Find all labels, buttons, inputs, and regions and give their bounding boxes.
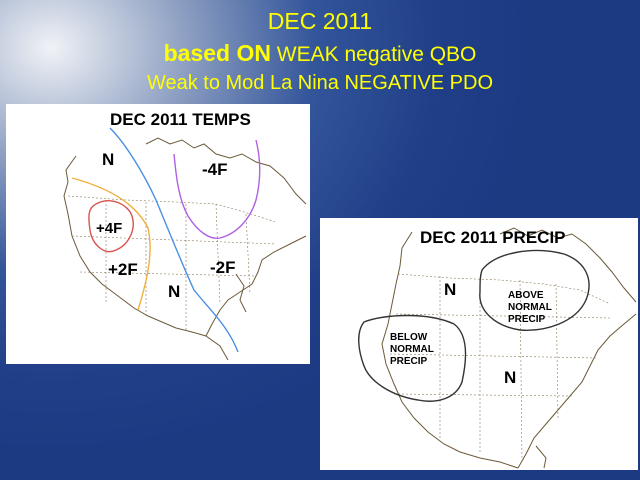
- qbo-text: WEAK negative QBO: [270, 43, 477, 66]
- above-line3: PRECIP: [508, 314, 546, 325]
- slide-title: DEC 2011: [267, 8, 373, 34]
- precip-north-normal-label: N: [444, 280, 457, 299]
- slide-subtitle-enso-pdo: Weak to Mod La Nina NEGATIVE PDO: [146, 72, 494, 94]
- temps-cold-southeast-label: -2F: [210, 258, 236, 277]
- precip-above-normal-outline: [479, 249, 590, 331]
- based-on-text: based ON: [163, 40, 271, 66]
- temps-map-svg: [63, 127, 307, 361]
- temps-map-coastline: [63, 137, 307, 361]
- temps-map-panel: DEC 2011 TEMPS N -4F +4F +2F -2F N: [6, 104, 310, 364]
- temps-warm-outer-line: [71, 177, 151, 311]
- precip-south-normal-label: N: [504, 368, 517, 387]
- below-line2: NORMAL: [390, 344, 434, 355]
- temps-north-normal-label: N: [102, 150, 115, 169]
- temps-cold-north-label: -4F: [202, 160, 228, 179]
- temps-normal-line: [109, 127, 239, 353]
- temps-map-title: DEC 2011 TEMPS: [110, 110, 251, 129]
- below-line1: BELOW: [390, 332, 428, 343]
- above-line1: ABOVE: [508, 290, 544, 301]
- precip-below-normal-outline: [358, 314, 467, 402]
- temps-map-borders: [67, 195, 277, 330]
- temps-south-normal-label: N: [168, 282, 181, 301]
- precip-below-normal-label: BELOW NORMAL PRECIP: [390, 332, 434, 368]
- temps-warm-outer-label: +2F: [108, 260, 138, 279]
- above-line2: NORMAL: [508, 302, 552, 313]
- precip-map-coastline: [381, 227, 637, 469]
- precip-map-panel: DEC 2011 PRECIP N ABOVE NORMAL PRECIP BE…: [320, 218, 638, 470]
- temps-warm-core-contour: [88, 200, 134, 253]
- slide-subtitle-qbo: based ON WEAK negative QBO: [0, 40, 640, 67]
- precip-map-borders: [389, 273, 611, 463]
- precip-map-title: DEC 2011 PRECIP: [420, 228, 566, 247]
- temps-cold-line: [173, 139, 261, 239]
- precip-above-normal-label: ABOVE NORMAL PRECIP: [508, 290, 552, 326]
- below-line3: PRECIP: [390, 356, 428, 367]
- precip-map-svg: [358, 227, 637, 469]
- temps-warm-core-label: +4F: [96, 220, 123, 237]
